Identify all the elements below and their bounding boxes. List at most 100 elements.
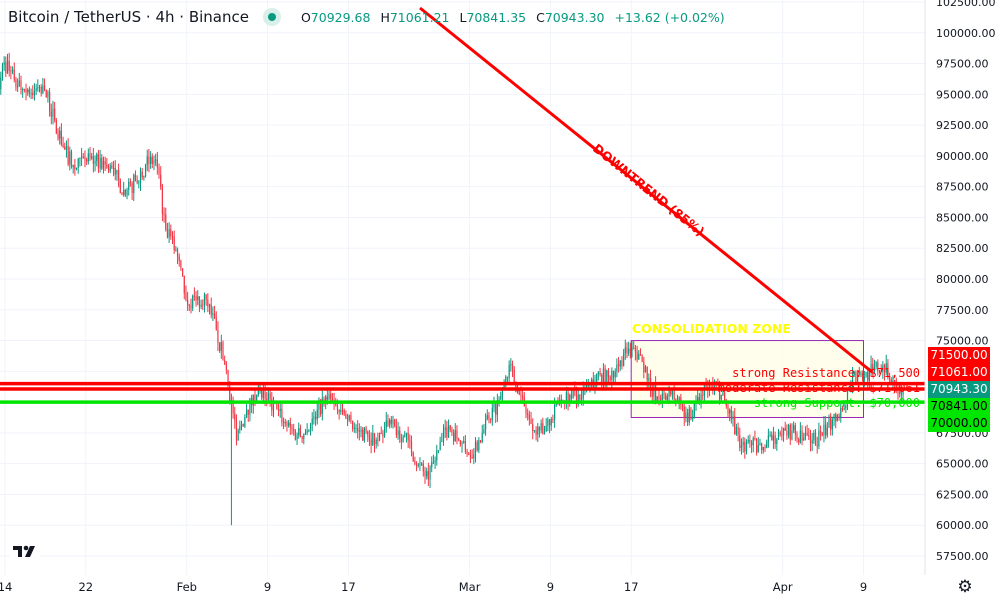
candle-body (412, 452, 414, 462)
candle-body (809, 436, 812, 444)
candle-body (757, 445, 759, 453)
candle-body (365, 427, 367, 432)
candle-body (634, 348, 637, 353)
consolidation-zone-label: CONSOLIDATION ZONE (632, 321, 791, 336)
candle-body (96, 154, 98, 161)
candle-body (237, 429, 239, 441)
candle-body (873, 366, 876, 371)
candle-body (712, 384, 714, 389)
consolidation-zone[interactable] (630, 340, 865, 418)
candle-body (158, 167, 160, 175)
candle-body (735, 427, 738, 435)
candle-body (284, 422, 286, 424)
candle-body (227, 370, 229, 387)
candle-body (234, 413, 236, 421)
candle-body (165, 214, 167, 230)
candle-body (621, 360, 623, 367)
candle-body (587, 384, 589, 386)
close-value: 70943.30 (544, 9, 605, 25)
candle-body (500, 396, 502, 400)
price-tick-label: 60000.00 (936, 519, 989, 532)
candle-body (663, 393, 665, 396)
candle-body (60, 130, 62, 145)
candle-body (151, 156, 153, 164)
candle-body (217, 329, 219, 343)
market-open-dot-icon (262, 8, 281, 26)
candle-body (766, 441, 768, 449)
candle-body (769, 434, 771, 436)
candle-body (330, 393, 332, 399)
candle-body (276, 402, 278, 410)
time-tick-label: 17 (341, 580, 356, 594)
candle-body (200, 304, 202, 307)
candle-body (772, 435, 775, 441)
price-tick-label: 97500.00 (936, 58, 989, 71)
candle-body (111, 165, 113, 169)
candle-body (665, 395, 667, 400)
candle-body (749, 439, 751, 443)
candle-body (754, 438, 756, 440)
candle-body (596, 374, 598, 383)
candle-body (11, 69, 14, 72)
price-axis[interactable]: 102500.00 100000.00 97500.00 95000.00 92500.… (936, 0, 996, 563)
candle-body (473, 454, 475, 459)
candle-body (883, 365, 886, 373)
candle-body (143, 175, 145, 178)
candle-body (405, 432, 408, 435)
candle-body (392, 419, 394, 424)
candle-body (328, 393, 330, 400)
candle-body (86, 159, 88, 162)
ohlc-values: O70929.68 H71061.21 L70841.35 C70943.30 … (295, 10, 725, 25)
level-label: strong Support: $70,000 (754, 396, 920, 410)
downtrend-line[interactable] (419, 6, 873, 374)
candle-body (865, 372, 867, 377)
gear-icon[interactable]: ⚙ (957, 577, 973, 597)
symbol-title[interactable]: Bitcoin / TetherUS · 4h · Binance (8, 8, 249, 26)
candle-body (161, 186, 163, 214)
candle-body (62, 144, 64, 147)
candle-body (787, 424, 790, 436)
candle-body (136, 180, 138, 183)
price-tick-label: 85000.00 (936, 211, 989, 224)
candle-body (256, 394, 258, 403)
candle-body (267, 393, 270, 400)
candle-body (389, 419, 391, 426)
price-tick-label: 102500.00 (936, 0, 996, 9)
candle-body (155, 159, 157, 161)
candle-body (331, 398, 334, 402)
low-label: L (459, 9, 467, 25)
candle-body (104, 161, 106, 165)
candle-body (850, 386, 852, 388)
candle-body (887, 363, 889, 379)
candle-body (628, 348, 630, 354)
candle-body (441, 441, 443, 443)
candle-body (666, 396, 668, 400)
consolidation-zone-box[interactable] (630, 340, 865, 418)
candle-body (402, 436, 404, 443)
time-tick-label: 9 (547, 580, 554, 594)
time-axis[interactable]: 14 22 Feb 9 17 Mar 9 17 Apr 9 (0, 580, 867, 594)
candle-body (535, 430, 537, 435)
candle-body (175, 249, 177, 251)
candle-body (776, 439, 778, 444)
candle-body (875, 362, 877, 367)
tradingview-logo[interactable] (10, 538, 40, 564)
candle-body (252, 394, 254, 406)
candle-body (868, 369, 870, 381)
price-tick-label: 82500.00 (936, 242, 989, 255)
price-tick-label: 62500.00 (936, 488, 989, 501)
candle-body (484, 419, 487, 430)
candle-body (585, 385, 588, 389)
candle-body (345, 413, 347, 419)
candle-body (900, 391, 902, 395)
candle-body (82, 156, 84, 158)
horizontal-levels[interactable] (0, 381, 925, 404)
candle-body (506, 376, 509, 378)
candle-body (609, 376, 611, 380)
candle-body (870, 363, 872, 370)
candle-body (390, 419, 392, 424)
candle-body (222, 342, 224, 361)
price-badge-last: 70943.30 (928, 381, 990, 398)
candle-body (291, 426, 293, 430)
